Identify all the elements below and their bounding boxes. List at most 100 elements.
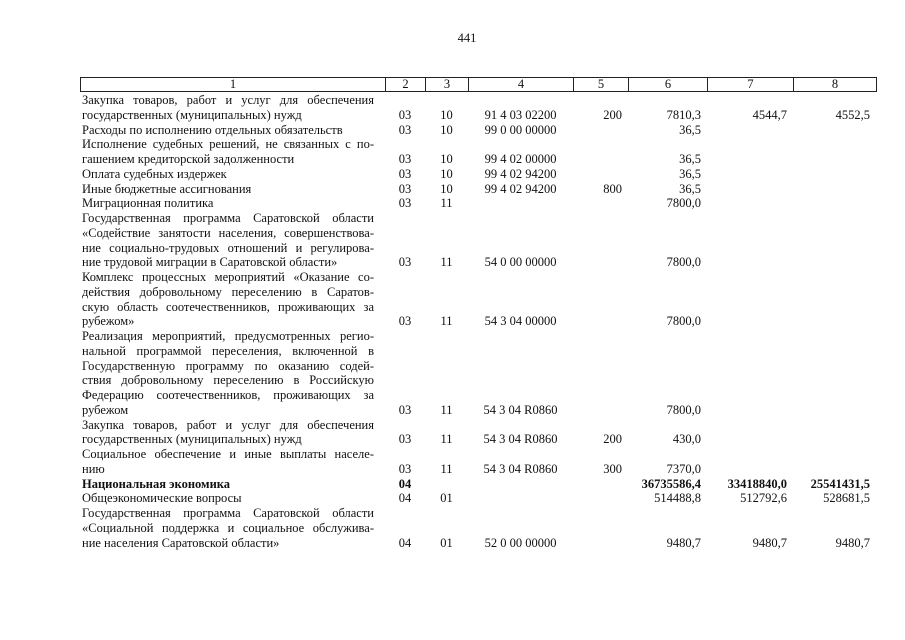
row-label: Общеэкономические вопросы	[82, 491, 242, 506]
row-label: «Социальной поддержка и социальное обслу…	[82, 520, 374, 535]
header-cell: 7	[707, 77, 794, 92]
row-label: Реализация мероприятий, предусмотренных …	[82, 329, 374, 343]
cell: 03	[398, 402, 412, 417]
row-label: Иные бюджетные ассигнования	[82, 181, 252, 196]
header-cell: 8	[793, 77, 877, 92]
cell: 9480,7	[835, 535, 870, 550]
row-label: Государственная программа Саратовской об…	[82, 506, 374, 520]
cell: 36,5	[679, 181, 701, 196]
cell: 430,0	[672, 432, 701, 447]
row-label: ние социально-трудовых отношений и регул…	[82, 240, 374, 255]
cell: 03	[398, 181, 412, 196]
row-label: нальной программой переселения, включенн…	[82, 343, 374, 358]
cell: 200	[603, 432, 622, 447]
cell: 7370,0	[666, 461, 701, 476]
cell: 99 4 02 00000	[484, 152, 557, 166]
cell: 528681,5	[823, 491, 870, 506]
cell: 4544,7	[752, 107, 787, 122]
row-label: ние населения Саратовской области»	[82, 535, 280, 550]
cell: 36,5	[679, 152, 701, 166]
cell: 11	[440, 402, 453, 417]
header-cell: 2	[385, 77, 426, 92]
cell: 04	[398, 535, 412, 550]
header-cell: 4	[468, 77, 574, 92]
header-cell: 5	[573, 77, 629, 92]
row-label: Государственную программу по оказанию со…	[82, 358, 374, 373]
cell: 03	[398, 314, 412, 329]
cell: 514488,8	[654, 491, 701, 506]
row-label: ние трудовой миграции в Саратовской обла…	[82, 255, 338, 270]
row-label: скую область соотечественников, проживаю…	[82, 299, 374, 314]
row-label: Оплата судебных издержек	[82, 166, 227, 181]
row-label: Исполнение судебных решений, не связанны…	[82, 137, 374, 152]
cell: 10	[440, 181, 453, 196]
cell: 54 3 04 R0860	[483, 461, 558, 476]
cell: 54 3 04 R0860	[483, 432, 558, 447]
cell: 7810,3	[666, 107, 701, 122]
cell: 11	[440, 314, 453, 329]
cell: 7800,0	[666, 402, 701, 417]
cell: 4552,5	[835, 107, 870, 122]
row-label: действия добровольному переселению в Сар…	[82, 284, 374, 299]
row-label: Национальная экономика	[82, 476, 231, 491]
header-cell: 1	[80, 77, 386, 92]
cell: 03	[398, 196, 412, 211]
row-label: Закупка товаров, работ и услуг для обесп…	[82, 417, 374, 432]
cell: 03	[398, 152, 412, 166]
header-cell: 6	[628, 77, 708, 92]
row-label: государственных (муниципальных) нужд	[82, 107, 302, 122]
cell: 800	[603, 181, 622, 196]
cell: 99 4 02 94200	[484, 181, 557, 196]
cell: 36,5	[679, 122, 701, 137]
header-cell: 3	[425, 77, 469, 92]
cell: 52 0 00 00000	[484, 535, 557, 550]
cell: 99 0 00 00000	[484, 122, 557, 137]
cell: 11	[440, 255, 453, 270]
row-label: Закупка товаров, работ и услуг для обесп…	[82, 93, 374, 107]
row-label: нию	[82, 461, 105, 476]
cell: 10	[440, 152, 453, 166]
cell: 04	[398, 476, 412, 491]
cell: 03	[398, 432, 412, 447]
cell: 9480,7	[666, 535, 701, 550]
row-label: Государственная программа Саратовской об…	[82, 211, 374, 225]
cell: 300	[603, 461, 622, 476]
cell: 03	[398, 107, 412, 122]
row-label: Комплекс процессных мероприятий «Оказани…	[82, 270, 374, 284]
cell: 04	[398, 491, 412, 506]
cell: 512792,6	[740, 491, 787, 506]
cell: 11	[440, 196, 453, 211]
row-label: рубежом	[82, 402, 129, 417]
cell: 03	[398, 166, 412, 181]
cell: 99 4 02 94200	[484, 166, 557, 181]
row-label: Миграционная политика	[82, 196, 214, 211]
cell: 54 3 04 R0860	[483, 402, 558, 417]
cell: 7800,0	[666, 196, 701, 211]
row-label: государственных (муниципальных) нужд	[82, 432, 302, 447]
cell: 11	[440, 432, 453, 447]
cell: 91 4 03 02200	[484, 107, 557, 122]
cell: 33418840,0	[727, 476, 787, 491]
cell: 10	[440, 107, 453, 122]
cell: 200	[603, 107, 622, 122]
row-label: Социальное обеспечение и иные выплаты на…	[82, 447, 374, 461]
cell: 03	[398, 461, 412, 476]
cell: 9480,7	[752, 535, 787, 550]
page-number: 441	[457, 31, 477, 45]
row-label: Федерацию соотечественников, проживающих…	[82, 388, 374, 402]
cell: 01	[440, 535, 453, 550]
cell: 11	[440, 461, 453, 476]
cell: 03	[398, 122, 412, 137]
cell: 36,5	[679, 166, 701, 181]
cell: 36735586,4	[641, 476, 701, 491]
cell: 03	[398, 255, 412, 270]
cell: 10	[440, 122, 453, 137]
cell: 7800,0	[666, 314, 701, 329]
row-label: «Содействие занятости населения, соверше…	[82, 225, 374, 240]
cell: 01	[440, 491, 453, 506]
cell: 54 3 04 00000	[484, 314, 557, 329]
row-label: Расходы по исполнению отдельных обязател…	[82, 122, 343, 137]
cell: 10	[440, 166, 453, 181]
row-label: гашением кредиторской задолженности	[82, 152, 295, 166]
cell: 25541431,5	[810, 476, 870, 491]
